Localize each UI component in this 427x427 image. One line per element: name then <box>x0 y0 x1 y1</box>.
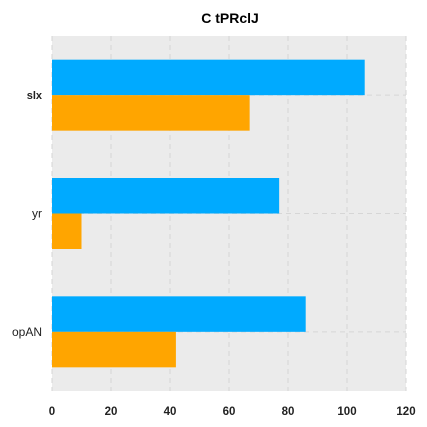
x-tick-label: 80 <box>282 406 295 418</box>
x-tick-label: 40 <box>164 406 177 418</box>
y-axis: slx yr opAN <box>12 90 43 339</box>
x-tick-label: 0 <box>49 406 55 418</box>
x-tick-label: 120 <box>396 406 415 418</box>
bar-yr-series-1 <box>52 178 280 214</box>
chart-title: C tPRclJ <box>201 10 259 26</box>
y-tick-label-slx: slx <box>27 90 43 102</box>
bar-slx-series-1 <box>52 59 365 96</box>
bar-opAN-series-1 <box>52 296 306 332</box>
bar-opAN-series-2 <box>52 331 176 368</box>
x-tick-label: 100 <box>337 406 356 418</box>
plot-area <box>51 36 407 391</box>
x-tick-label: 20 <box>105 406 118 418</box>
y-tick-label-opAN: opAN <box>12 325 42 339</box>
bar-slx-series-2 <box>52 95 250 131</box>
x-axis: 0 20 40 60 80 100 120 <box>49 406 416 418</box>
x-tick-label: 60 <box>223 406 236 418</box>
y-tick-label-yr: yr <box>32 207 42 221</box>
bar-yr-series-2 <box>52 213 82 249</box>
bars <box>52 59 365 368</box>
